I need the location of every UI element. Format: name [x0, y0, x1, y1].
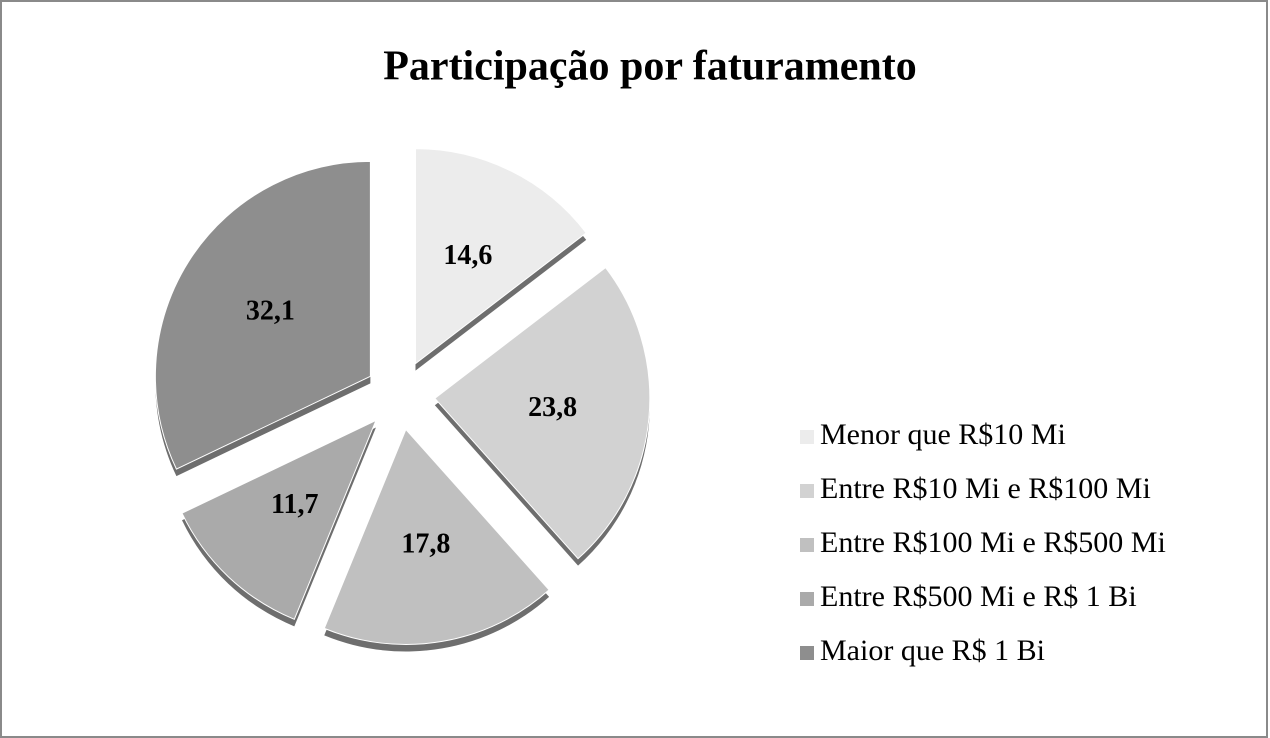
pie: 14,6 23,8 17,8 11,7 32,1 [154, 148, 651, 652]
slice [434, 266, 651, 560]
legend-label: Maior que R$ 1 Bi [820, 634, 1045, 667]
slice [323, 428, 550, 645]
slice [154, 160, 371, 470]
data-label: 14,6 [443, 240, 492, 271]
slice [414, 148, 587, 365]
legend-label: Entre R$10 Mi e R$100 Mi [820, 472, 1151, 505]
data-label: 23,8 [528, 392, 577, 423]
legend-swatch [800, 484, 814, 498]
legend-label: Menor que R$10 Mi [820, 418, 1066, 451]
data-label: 17,8 [401, 528, 450, 559]
chart-title: Participação por faturamento [383, 44, 916, 90]
legend-swatch [800, 646, 814, 660]
legend-swatch [800, 592, 814, 606]
data-label: 11,7 [271, 489, 318, 520]
legend-label: Entre R$500 Mi e R$ 1 Bi [820, 580, 1137, 613]
legend-label: Entre R$100 Mi e R$500 Mi [820, 526, 1166, 559]
legend-swatch [800, 430, 814, 444]
slice [181, 419, 377, 620]
legend: Menor que R$10 Mi Entre R$10 Mi e R$100 M… [800, 418, 1166, 667]
legend-swatch [800, 538, 814, 552]
data-label: 32,1 [246, 296, 295, 327]
